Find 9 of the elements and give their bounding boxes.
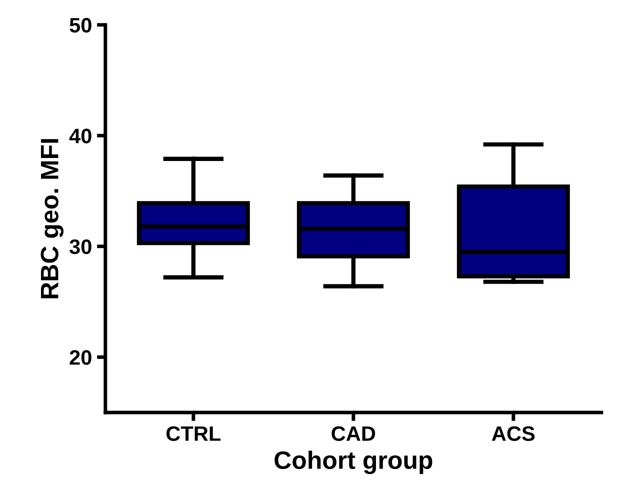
y-axis-title: RBC geo. MFI — [40, 139, 64, 298]
y-tick-label: 20 — [70, 350, 92, 365]
x-tick-label: CAD — [332, 426, 376, 442]
y-tick-label: 40 — [69, 128, 92, 144]
x-tick-label: ACS — [492, 426, 535, 442]
x-axis-title: Cohort group — [274, 450, 432, 474]
y-tick-label: 50 — [70, 18, 92, 33]
y-tick-label: 30 — [70, 239, 92, 254]
x-tick-label: CTRL — [166, 426, 221, 442]
